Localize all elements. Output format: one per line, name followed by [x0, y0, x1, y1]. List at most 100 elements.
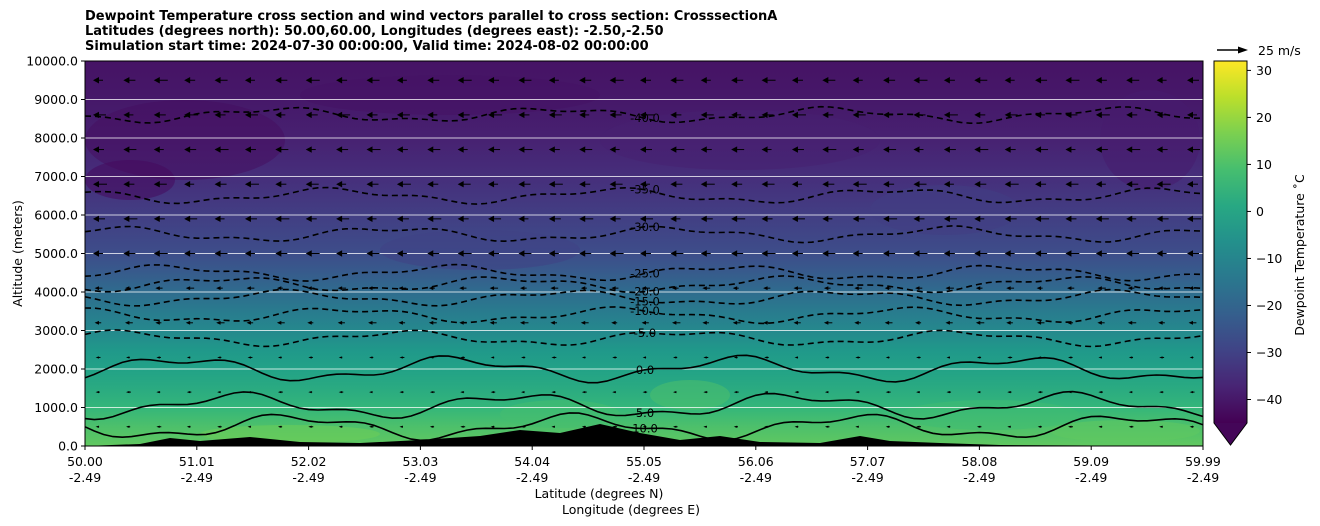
wind-vector — [641, 286, 650, 291]
field-patches — [85, 75, 1200, 443]
wind-vector — [184, 111, 199, 119]
wind-vector — [943, 111, 958, 119]
x-tick-label-lat: 58.08 — [962, 454, 998, 469]
wind-vector — [369, 425, 374, 428]
wind-vector — [1067, 286, 1075, 291]
colorbar: −40 −30 −20 −10 0 10 20 30 Dewpoint Temperature… — [1213, 60, 1307, 446]
wind-vector — [93, 77, 103, 84]
wind-vector — [93, 146, 104, 153]
wind-vector — [518, 77, 532, 84]
wind-vector — [518, 250, 532, 257]
wind-vector — [551, 390, 556, 394]
wind-vector — [427, 111, 438, 119]
wind-vector — [642, 425, 647, 428]
wind-vector — [670, 77, 684, 84]
wind-vector — [609, 250, 624, 257]
wind-vector — [1035, 181, 1047, 188]
wind-vector — [884, 320, 893, 325]
contour-label: -25.0 — [630, 267, 660, 281]
wind-vector — [1004, 77, 1015, 84]
x-axis: 50.00-2.4951.01-2.4952.02-2.4953.03-2.49… — [67, 446, 1221, 485]
wind-vector — [822, 181, 835, 188]
wind-vector — [336, 250, 348, 257]
wind-vector — [369, 356, 374, 359]
x-tick-label-lon: -2.49 — [69, 470, 101, 485]
wind-vector — [855, 425, 859, 428]
wind-vector — [366, 250, 380, 257]
wind-vector — [490, 425, 495, 428]
wind-vector — [366, 181, 379, 188]
wind-vector — [396, 77, 407, 84]
wind-vector — [398, 320, 406, 325]
wind-vector — [337, 286, 347, 291]
wind-vector — [731, 146, 745, 153]
wind-vector — [427, 146, 441, 153]
contour-line — [85, 263, 1203, 282]
wind-vector — [308, 425, 314, 428]
x-tick-label-lon: -2.49 — [851, 470, 883, 485]
wind-vector — [946, 390, 952, 394]
wind-vector — [276, 286, 283, 291]
contour-label: -10.0 — [630, 304, 660, 318]
wind-vector — [884, 286, 891, 291]
field-patch — [380, 230, 580, 270]
wind-vector — [156, 425, 162, 428]
contour-label: 0.0 — [636, 363, 654, 377]
wind-vector — [518, 146, 533, 153]
wind-vector — [824, 356, 830, 359]
wind-vector — [551, 425, 555, 428]
wind-vector — [216, 286, 223, 291]
wind-vector — [244, 111, 258, 119]
wind-vector — [974, 250, 988, 257]
wind-vector — [246, 320, 254, 325]
wind-vector — [520, 286, 527, 291]
wind-vector — [184, 146, 197, 153]
wind-vector — [457, 77, 472, 84]
field-patch — [85, 160, 175, 200]
wind-vectors — [93, 77, 1201, 428]
wind-vector — [764, 356, 769, 359]
wind-vector — [153, 111, 166, 119]
wind-vector — [731, 77, 744, 84]
wind-vector — [763, 286, 771, 291]
wind-vector — [580, 286, 587, 291]
wind-vector — [640, 181, 650, 188]
wind-vector — [1128, 390, 1133, 394]
wind-vector — [731, 111, 742, 119]
wind-vector — [460, 390, 465, 394]
wind-vector — [1065, 77, 1080, 84]
wind-vector — [791, 111, 806, 119]
wind-vector — [1097, 286, 1106, 291]
wind-vector — [1098, 425, 1103, 428]
x-axis-label-latitude: Latitude (degrees N) — [535, 486, 664, 501]
wind-vector — [124, 320, 133, 325]
wind-vector — [275, 215, 290, 223]
wind-vector — [247, 356, 253, 359]
wind-vector — [488, 77, 500, 84]
wind-vector — [1159, 356, 1165, 359]
wind-vector — [153, 215, 165, 223]
wind-vector — [1035, 146, 1049, 153]
colorbar-tick-label: −10 — [1256, 251, 1282, 266]
wind-vector — [702, 286, 711, 291]
wind-vector — [244, 215, 257, 223]
wind-vector — [700, 111, 714, 119]
contour-line — [85, 390, 1203, 421]
wind-vector — [1159, 390, 1164, 394]
wind-vector — [791, 250, 803, 257]
wind-vector — [488, 146, 501, 153]
wind-vector — [214, 215, 225, 223]
wind-vector — [460, 356, 465, 359]
wind-vector — [518, 215, 529, 223]
wind-vector — [670, 181, 683, 188]
wind-vector — [1189, 425, 1194, 428]
y-tick-label: 1000.0 — [34, 400, 78, 415]
plot-area: 10.05.0 0.0 -5.0 -10.0-15.0-20.0 -25.0 -30.0 -… — [84, 60, 1204, 447]
wind-vector — [1126, 250, 1140, 257]
terrain-silhouette — [85, 424, 1203, 446]
wind-vector — [609, 181, 623, 188]
wind-vector — [791, 77, 803, 84]
wind-vector — [974, 215, 985, 223]
wind-vector — [156, 356, 161, 359]
wind-vector — [885, 390, 891, 394]
